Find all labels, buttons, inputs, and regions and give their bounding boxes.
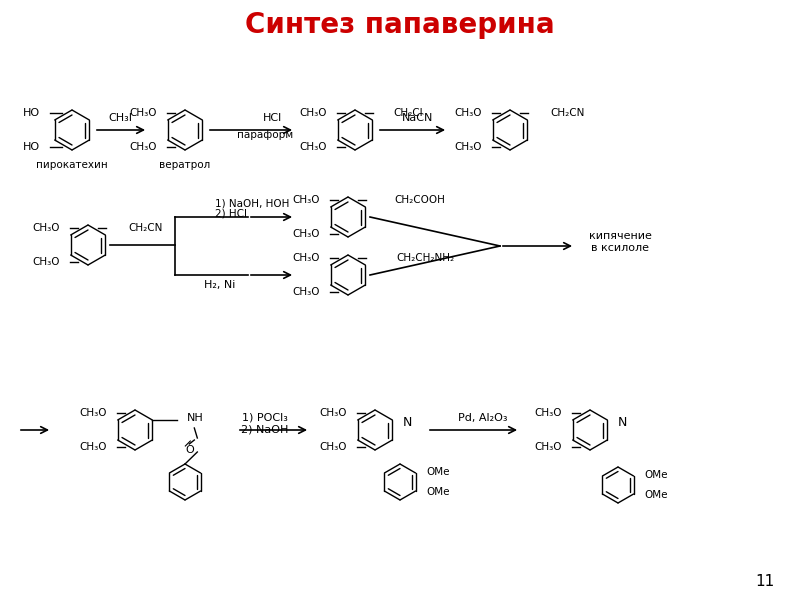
Text: 11: 11: [755, 575, 774, 589]
Text: CH₃O: CH₃O: [454, 107, 482, 118]
Text: CH₂Cl: CH₂Cl: [393, 107, 422, 118]
Text: 1) POCl₃: 1) POCl₃: [242, 413, 288, 423]
Text: H₂, Ni: H₂, Ni: [204, 280, 236, 290]
Text: OMe: OMe: [644, 490, 667, 500]
Text: CH₃O: CH₃O: [293, 194, 320, 205]
Text: Синтез папаверина: Синтез папаверина: [245, 11, 555, 39]
Text: CH₃O: CH₃O: [130, 107, 157, 118]
Text: CH₃O: CH₃O: [299, 107, 327, 118]
Text: 2) NaOH: 2) NaOH: [242, 425, 289, 435]
Text: вератрол: вератрол: [159, 160, 210, 170]
Text: CH₃O: CH₃O: [319, 407, 347, 418]
Text: CH₃O: CH₃O: [534, 442, 562, 452]
Text: CH₃O: CH₃O: [293, 253, 320, 263]
Text: HCl: HCl: [262, 113, 282, 123]
Text: CH₃O: CH₃O: [293, 287, 320, 298]
Text: пирокатехин: пирокатехин: [36, 160, 108, 170]
Text: Pd, Al₂O₃: Pd, Al₂O₃: [458, 413, 508, 423]
Text: NaCN: NaCN: [402, 113, 434, 123]
Text: CH₃O: CH₃O: [79, 442, 107, 452]
Text: NH: NH: [187, 413, 204, 423]
Text: CH₃O: CH₃O: [33, 223, 60, 233]
Text: 1) NaOH, HOH: 1) NaOH, HOH: [215, 198, 290, 208]
Text: CH₃O: CH₃O: [33, 257, 60, 268]
Text: CH₃O: CH₃O: [293, 229, 320, 239]
Text: N: N: [618, 415, 626, 428]
Text: CH₃O: CH₃O: [454, 142, 482, 152]
Text: 2) HCl: 2) HCl: [215, 208, 247, 218]
Text: в ксилоле: в ксилоле: [591, 243, 649, 253]
Text: CH₂CH₂NH₂: CH₂CH₂NH₂: [396, 253, 454, 263]
Text: CH₂COOH: CH₂COOH: [394, 194, 445, 205]
Text: CH₃I: CH₃I: [108, 113, 132, 123]
Text: CH₃O: CH₃O: [534, 407, 562, 418]
Text: параформ: параформ: [237, 130, 293, 140]
Text: CH₂CN: CH₂CN: [128, 223, 162, 233]
Text: HO: HO: [23, 107, 40, 118]
Text: HO: HO: [23, 142, 40, 152]
Text: CH₂CN: CH₂CN: [550, 107, 584, 118]
Text: CH₃O: CH₃O: [130, 142, 157, 152]
Text: CH₃O: CH₃O: [79, 407, 107, 418]
Text: OMe: OMe: [426, 467, 450, 477]
Text: N: N: [402, 415, 412, 428]
Text: OMe: OMe: [426, 487, 450, 497]
Text: CH₃O: CH₃O: [299, 142, 327, 152]
Text: O: O: [185, 445, 194, 455]
Text: CH₃O: CH₃O: [319, 442, 347, 452]
Text: OMe: OMe: [644, 470, 667, 480]
Text: кипячение: кипячение: [589, 231, 651, 241]
